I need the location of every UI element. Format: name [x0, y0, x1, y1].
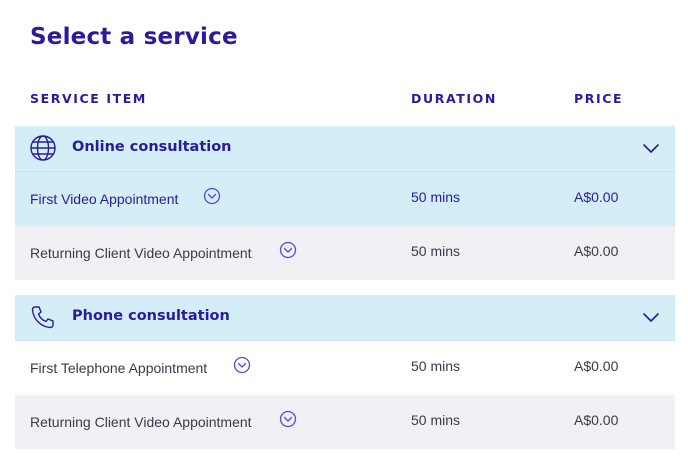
service-name: First Telephone Appointment — [30, 360, 208, 376]
column-header-service: SERVICE ITEM — [30, 91, 147, 106]
column-header-price: PRICE — [574, 91, 624, 106]
service-name: Returning Client Video Appointment — [30, 245, 252, 261]
service-price: A$0.00 — [574, 243, 619, 259]
service-price: A$0.00 — [574, 412, 619, 428]
service-duration: 50 mins — [411, 189, 461, 205]
table-row[interactable]: Returning Client Video Appointment 50 mi… — [15, 395, 675, 449]
table-row[interactable]: First Video Appointment 50 mins A$0.00 — [15, 172, 675, 226]
service-price: A$0.00 — [574, 189, 619, 205]
service-duration: 50 mins — [411, 412, 461, 428]
service-name: First Video Appointment — [30, 191, 179, 207]
page-title: Select a service — [30, 24, 238, 50]
service-group-online: Online consultation First Video Appointm… — [15, 126, 675, 280]
service-duration: 50 mins — [411, 358, 461, 374]
group-title: Online consultation — [72, 139, 232, 155]
table-row[interactable]: First Telephone Appointment 50 mins A$0.… — [15, 341, 675, 395]
globe-icon — [30, 135, 56, 161]
chevron-circle-down-icon[interactable] — [279, 410, 297, 428]
service-name: Returning Client Video Appointment — [30, 414, 252, 430]
chevron-down-icon[interactable] — [641, 138, 661, 158]
table-row[interactable]: Returning Client Video Appointment 50 mi… — [15, 226, 675, 280]
chevron-circle-down-icon[interactable] — [279, 241, 297, 259]
group-header-phone[interactable]: Phone consultation — [15, 295, 675, 341]
service-duration: 50 mins — [411, 243, 461, 259]
chevron-down-icon[interactable] — [641, 307, 661, 327]
service-price: A$0.00 — [574, 358, 619, 374]
chevron-circle-down-icon[interactable] — [233, 356, 251, 374]
group-header-online[interactable]: Online consultation — [15, 126, 675, 172]
chevron-circle-down-icon[interactable] — [203, 187, 221, 205]
service-group-phone: Phone consultation First Telephone Appoi… — [15, 295, 675, 449]
phone-icon — [31, 306, 54, 329]
column-header-duration: DURATION — [411, 91, 497, 106]
group-title: Phone consultation — [72, 308, 230, 324]
